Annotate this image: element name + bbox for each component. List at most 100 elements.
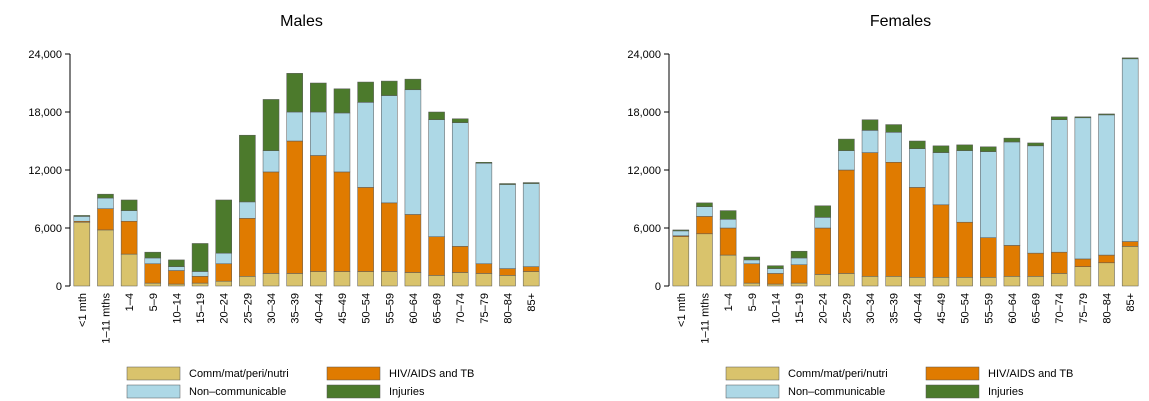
legend-label: Injuries [389,386,425,398]
bar-segment [814,274,831,287]
bar-segment [1027,145,1044,254]
bar-segment [97,193,114,199]
bar-segment [357,271,374,287]
y-tick-label: 18,000 [627,107,661,119]
x-tick-label: 10–14 [171,293,183,324]
bar-segment [909,148,926,188]
bar-segment [980,237,997,278]
y-tick-label: 0 [56,281,62,293]
x-tick-label: 80–84 [503,293,515,324]
bar-segment [861,276,879,287]
bar-segment [956,221,973,278]
bar-segment [428,119,445,237]
bar-segment [1098,114,1115,256]
legend-label: HIV/AIDS and TB [389,368,474,380]
bar-segment [909,140,926,149]
x-tick-label: 1–4 [124,293,136,311]
bar-segment [861,152,879,277]
bar-segment [191,282,209,287]
bar-segment [814,227,831,275]
bar-segment [286,73,303,113]
bar-segment [885,162,902,277]
bar-segment [696,202,713,207]
bar-segment [333,88,351,114]
bar-segment [1074,117,1092,260]
bar-segment [932,204,950,278]
y-tick-label: 18,000 [28,107,62,119]
x-tick-label: 80–84 [1102,293,1114,324]
bar-segment [932,277,950,287]
x-tick-label: <1 mth [676,293,688,327]
bar-segment [838,169,855,274]
bar-segment [1121,57,1139,60]
bar-segment [672,229,690,232]
bar-segment [499,268,516,276]
bar-segment [120,220,138,255]
x-tick-label: <1 mth [77,293,89,327]
x-tick-label: 1–4 [723,293,735,311]
bar-segment [239,218,256,277]
x-tick-label: 45–49 [936,293,948,324]
x-tick-label: 70–74 [1054,293,1066,324]
bar-segment [1098,254,1115,264]
bar-segment [475,263,493,274]
bar-segment [215,199,232,254]
bar-segment [262,273,280,287]
bar-segment [404,272,422,287]
legend-label: Comm/mat/peri/nutri [788,368,888,380]
legend-swatch [326,384,381,399]
bar-segment [522,182,540,184]
x-tick-label: 1–11 mths [100,293,112,344]
x-tick-label: 20–24 [818,293,830,324]
bar-segment [451,246,469,273]
bar-segment [1050,273,1068,287]
bar-segment [522,183,540,267]
bar-segment [980,146,997,152]
bar-segment [719,210,737,220]
bar-segment [262,171,280,274]
bar-segment [144,282,162,287]
y-tick-label: 24,000 [627,49,661,61]
bar-segment [310,155,327,272]
bar-segment [168,259,185,267]
bar-segment [475,162,493,265]
bar-segment [428,236,445,276]
bar-segment [333,112,351,173]
bar-segment [97,229,114,287]
bar-segment [120,253,138,287]
bar-segment [861,119,879,131]
bar-segment [357,102,374,188]
x-tick-label: 50–54 [960,293,972,324]
bar-segment [191,271,209,277]
bar-segment [1027,276,1044,287]
bar-segment [767,273,784,285]
bar-segment [310,82,327,113]
x-tick-label: 35–39 [889,293,901,324]
bar-segment [1121,58,1139,242]
x-tick-label: 25–29 [242,293,254,324]
legend-label: Injuries [988,386,1024,398]
x-tick-label: 55–59 [384,293,396,324]
bar-segment [1050,119,1068,253]
bar-segment [381,271,398,287]
legend-swatch [126,384,181,399]
bar-segment [672,230,690,236]
bar-segment [696,216,713,235]
bar-segment [333,171,351,272]
bar-segment [909,277,926,287]
bar-segment [743,256,761,261]
bar-segment [932,145,950,153]
bar-segment [743,282,761,287]
x-tick-label: 30–34 [865,293,877,324]
bar-segment [215,263,232,282]
bar-segment [286,111,303,142]
bar-segment [838,150,855,171]
bar-segment [956,277,973,287]
x-tick-label: 5–9 [747,293,759,311]
bar-segment [144,263,162,284]
bar-segment [1003,276,1021,287]
x-tick-label: 45–49 [337,293,349,324]
bar-segment [1121,246,1139,287]
bar-segment [428,111,445,120]
legend-swatch [725,384,780,399]
